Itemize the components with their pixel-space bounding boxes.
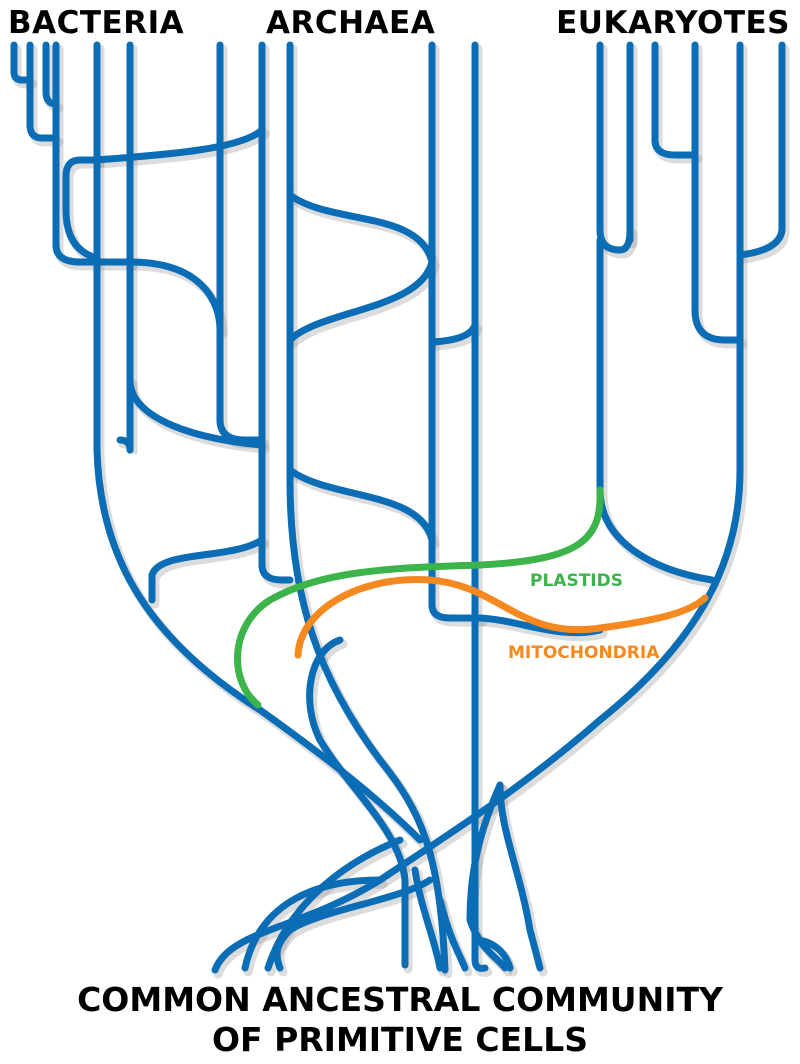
archaea-label: ARCHAEA bbox=[266, 5, 436, 41]
archaea-trunk-1 bbox=[286, 41, 449, 974]
bacteria-tip-d bbox=[52, 41, 134, 266]
bacteria-curve-2 bbox=[126, 376, 266, 449]
bacteria-label: BACTERIA bbox=[8, 5, 185, 41]
bacteria-curve-3-shadow bbox=[150, 539, 270, 609]
euk-tip-c bbox=[651, 41, 699, 159]
bacteria-trunk-2 bbox=[116, 41, 134, 454]
plastids-transfer-line bbox=[234, 486, 604, 709]
root-3-shadow bbox=[243, 879, 388, 977]
bacteria-tip-b bbox=[26, 41, 60, 142]
euk-tip-d bbox=[736, 41, 786, 259]
root-7 bbox=[471, 936, 514, 972]
eukaryotes-label: EUKARYOTES bbox=[556, 5, 790, 41]
common-ancestor-label: COMMON ANCESTRAL COMMUNITY OF PRIMITIVE … bbox=[0, 980, 800, 1060]
mitochondria-label: MITOCHONDRIA bbox=[508, 643, 660, 663]
root-2 bbox=[466, 781, 509, 972]
mitochondria-transfer-line bbox=[294, 576, 709, 659]
bacteria-curve-3 bbox=[148, 536, 266, 604]
root-8 bbox=[411, 866, 444, 972]
endosymbiosis-transfers: PLASTIDS MITOCHONDRIA bbox=[234, 486, 709, 709]
archaea-curve-2 bbox=[286, 466, 436, 544]
bacteria-bridge-1-shadow bbox=[95, 129, 270, 169]
common-ancestor-line-2: OF PRIMITIVE CELLS bbox=[211, 1020, 589, 1059]
archaea-trunk-3 bbox=[471, 41, 489, 972]
lineage-branches bbox=[10, 41, 786, 974]
bacteria-trunk-3 bbox=[258, 41, 294, 584]
bacteria-tip-a bbox=[10, 41, 34, 84]
root-3 bbox=[241, 876, 384, 972]
euk-tip-d-shadow bbox=[738, 44, 790, 264]
bacteria-trunk-1 bbox=[93, 41, 424, 844]
bacteria-curve-1 bbox=[126, 258, 224, 334]
root-6 bbox=[436, 896, 469, 972]
root-5 bbox=[273, 876, 434, 972]
bacteria-loop-1 bbox=[62, 156, 101, 262]
archaea-lower-2 bbox=[306, 636, 409, 969]
root-1 bbox=[496, 781, 544, 972]
bacteria-bridge-1 bbox=[93, 126, 266, 164]
plastids-label: PLASTIDS bbox=[530, 571, 623, 591]
common-ancestor-line-1: COMMON ANCESTRAL COMMUNITY bbox=[77, 980, 723, 1019]
archaea-trunk-2 bbox=[428, 41, 484, 622]
euk-trunk-1 bbox=[691, 41, 744, 344]
euk-trunk-1-shadow bbox=[693, 44, 748, 349]
